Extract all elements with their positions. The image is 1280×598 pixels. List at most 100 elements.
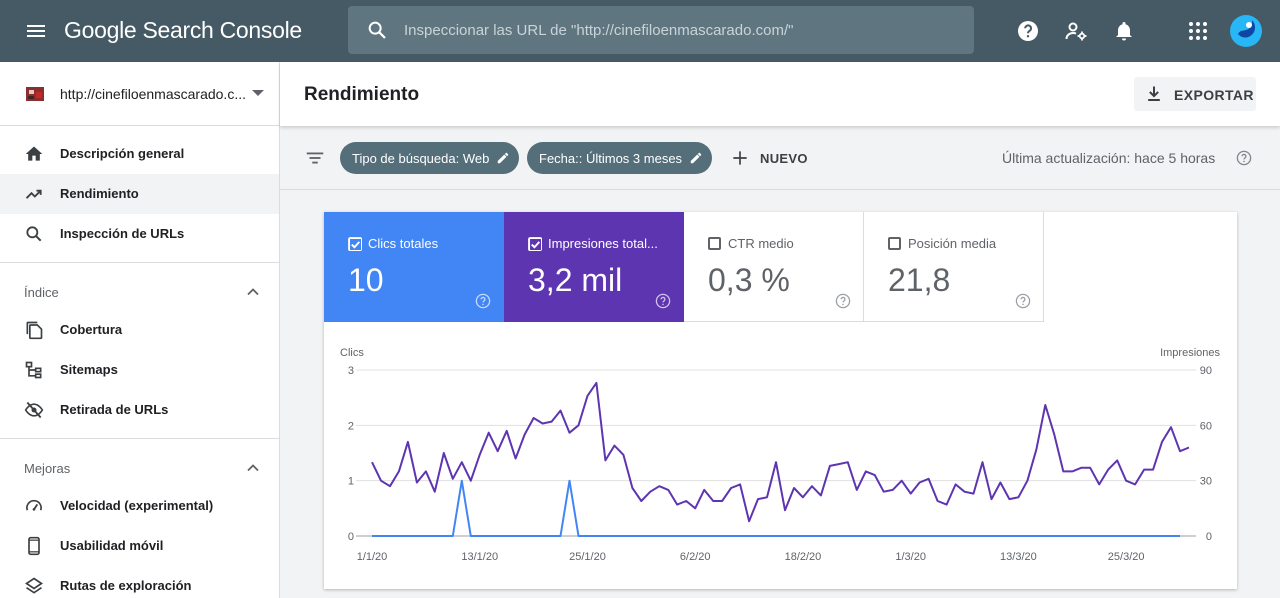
- sidebar-item-label: Cobertura: [60, 322, 123, 337]
- help-outline-icon[interactable]: [1015, 293, 1031, 309]
- eye-off-icon: [24, 401, 44, 419]
- metric-value: 0,3 %: [708, 262, 790, 298]
- home-icon: [25, 146, 43, 161]
- filter-chip-search-type[interactable]: Tipo de búsqueda: Web: [340, 142, 519, 174]
- section-title: Índice: [24, 285, 59, 300]
- checkbox-checked-icon: [348, 237, 362, 251]
- property-name: http://cinefiloenmascarado.c...: [60, 86, 246, 102]
- checkbox-checked-icon: [528, 237, 542, 251]
- right-tick-label: 60: [1200, 420, 1212, 432]
- new-filter-label: NUEVO: [760, 151, 808, 166]
- metric-total-clicks[interactable]: Clics totales 10: [324, 212, 504, 322]
- help-outline-icon[interactable]: [475, 293, 491, 309]
- sidebar-section-enhancements: Mejoras: [0, 438, 279, 494]
- edit-icon: [690, 152, 702, 164]
- search-icon[interactable]: [366, 19, 388, 41]
- user-settings-icon[interactable]: [1064, 19, 1088, 43]
- performance-card: Clics totales 10 Impresiones total... 3,…: [324, 212, 1237, 589]
- chevron-up-icon[interactable]: [246, 461, 260, 475]
- sidebar-section-index: Índice: [0, 262, 279, 318]
- metric-total-impressions[interactable]: Impresiones total... 3,2 mil: [504, 212, 684, 322]
- sidebar-item-breadcrumbs[interactable]: Rutas de exploración: [0, 566, 279, 598]
- copy-icon: [26, 321, 43, 340]
- filter-chip-date[interactable]: Fecha:: Últimos 3 meses: [527, 142, 712, 174]
- section-title: Mejoras: [24, 461, 71, 476]
- checkbox-unchecked-icon: [708, 237, 721, 250]
- search-input[interactable]: [404, 6, 964, 54]
- filter-bar: Tipo de búsqueda: Web Fecha:: Últimos 3 …: [280, 126, 1280, 190]
- sidebar-item-sitemaps[interactable]: Sitemaps: [0, 350, 279, 390]
- page-title: Rendimiento: [304, 84, 420, 105]
- performance-chart[interactable]: Clics Impresiones 0 0 1 30 2 60 3 90 1/1/20 13/1…: [324, 322, 1237, 589]
- plus-icon: [733, 151, 747, 165]
- site-favicon: [24, 84, 46, 104]
- sidebar-item-mobile-usability[interactable]: Usabilidad móvil: [0, 526, 279, 566]
- sidebar-item-label: Rendimiento: [60, 186, 139, 201]
- metric-label: Clics totales: [368, 236, 439, 251]
- x-tick-label: 1/3/20: [895, 551, 926, 563]
- metric-average-ctr[interactable]: CTR medio 0,3 %: [684, 212, 864, 322]
- top-app-bar: Google Search Console: [0, 0, 1280, 62]
- checkbox-unchecked-icon: [888, 237, 901, 250]
- metric-value: 3,2 mil: [528, 262, 623, 298]
- sidebar-item-label: Usabilidad móvil: [60, 538, 164, 553]
- metric-label: CTR medio: [728, 236, 794, 251]
- help-outline-icon[interactable]: [835, 293, 851, 309]
- chip-label: Tipo de búsqueda: Web: [352, 151, 490, 166]
- metric-label: Impresiones total...: [548, 236, 658, 251]
- sitemap-icon: [25, 361, 42, 379]
- left-tick-label: 0: [348, 531, 354, 543]
- sidebar-item-url-inspection[interactable]: Inspección de URLs: [0, 214, 279, 254]
- trending-up-icon: [25, 189, 42, 199]
- x-tick-label: 1/1/20: [357, 551, 388, 563]
- sidebar-item-performance[interactable]: Rendimiento: [0, 174, 279, 214]
- left-axis-label: Clics: [340, 347, 364, 359]
- help-outline-icon[interactable]: [1236, 150, 1252, 166]
- x-tick-label: 25/3/20: [1108, 551, 1145, 563]
- help-icon[interactable]: [1016, 19, 1040, 43]
- sidebar-item-removals[interactable]: Retirada de URLs: [0, 390, 279, 430]
- account-avatar[interactable]: [1229, 14, 1263, 48]
- edit-icon: [497, 152, 509, 164]
- chevron-up-icon[interactable]: [246, 285, 260, 299]
- right-tick-label: 0: [1206, 531, 1212, 543]
- app-logo[interactable]: Google Search Console: [64, 17, 302, 43]
- metric-average-position[interactable]: Posición media 21,8: [864, 212, 1044, 322]
- left-tick-label: 2: [348, 420, 354, 432]
- sidebar-item-label: Inspección de URLs: [60, 226, 185, 241]
- layers-icon: [24, 577, 44, 594]
- sidebar-item-label: Sitemaps: [60, 362, 118, 377]
- sidebar-item-label: Rutas de exploración: [60, 578, 192, 593]
- x-tick-label: 13/3/20: [1000, 551, 1037, 563]
- series-line-clics: [372, 479, 1180, 537]
- sidebar: http://cinefiloenmascarado.c... Descripc…: [0, 62, 280, 598]
- url-inspection-search: [348, 6, 974, 54]
- menu-icon[interactable]: [24, 19, 48, 43]
- series-line-impresiones: [371, 381, 1190, 523]
- chip-label: Fecha:: Últimos 3 meses: [539, 151, 683, 166]
- sidebar-item-label: Velocidad (experimental): [60, 498, 214, 513]
- last-update-text: Última actualización: hace 5 horas: [1002, 150, 1216, 166]
- left-tick-label: 3: [348, 365, 354, 377]
- smartphone-icon: [28, 536, 40, 556]
- search-icon: [26, 226, 42, 242]
- filter-icon[interactable]: [304, 147, 326, 169]
- download-icon: [1148, 86, 1160, 101]
- sidebar-item-coverage[interactable]: Cobertura: [0, 310, 279, 350]
- sidebar-item-speed[interactable]: Velocidad (experimental): [0, 486, 279, 526]
- right-tick-label: 90: [1200, 365, 1212, 377]
- sidebar-item-label: Retirada de URLs: [60, 402, 169, 417]
- speedometer-icon: [26, 499, 42, 511]
- property-selector[interactable]: http://cinefiloenmascarado.c...: [0, 62, 279, 126]
- metric-value: 21,8: [888, 262, 951, 298]
- notifications-icon[interactable]: [1112, 19, 1136, 43]
- x-tick-label: 13/1/20: [461, 551, 498, 563]
- x-tick-label: 18/2/20: [785, 551, 822, 563]
- page-header: Rendimiento EXPORTAR: [280, 62, 1280, 126]
- help-outline-icon[interactable]: [655, 293, 671, 309]
- export-button[interactable]: EXPORTAR: [1134, 77, 1256, 111]
- left-tick-label: 1: [348, 476, 354, 488]
- sidebar-item-overview[interactable]: Descripción general: [0, 134, 279, 174]
- x-tick-label: 25/1/20: [569, 551, 606, 563]
- apps-grid-icon[interactable]: [1186, 19, 1210, 43]
